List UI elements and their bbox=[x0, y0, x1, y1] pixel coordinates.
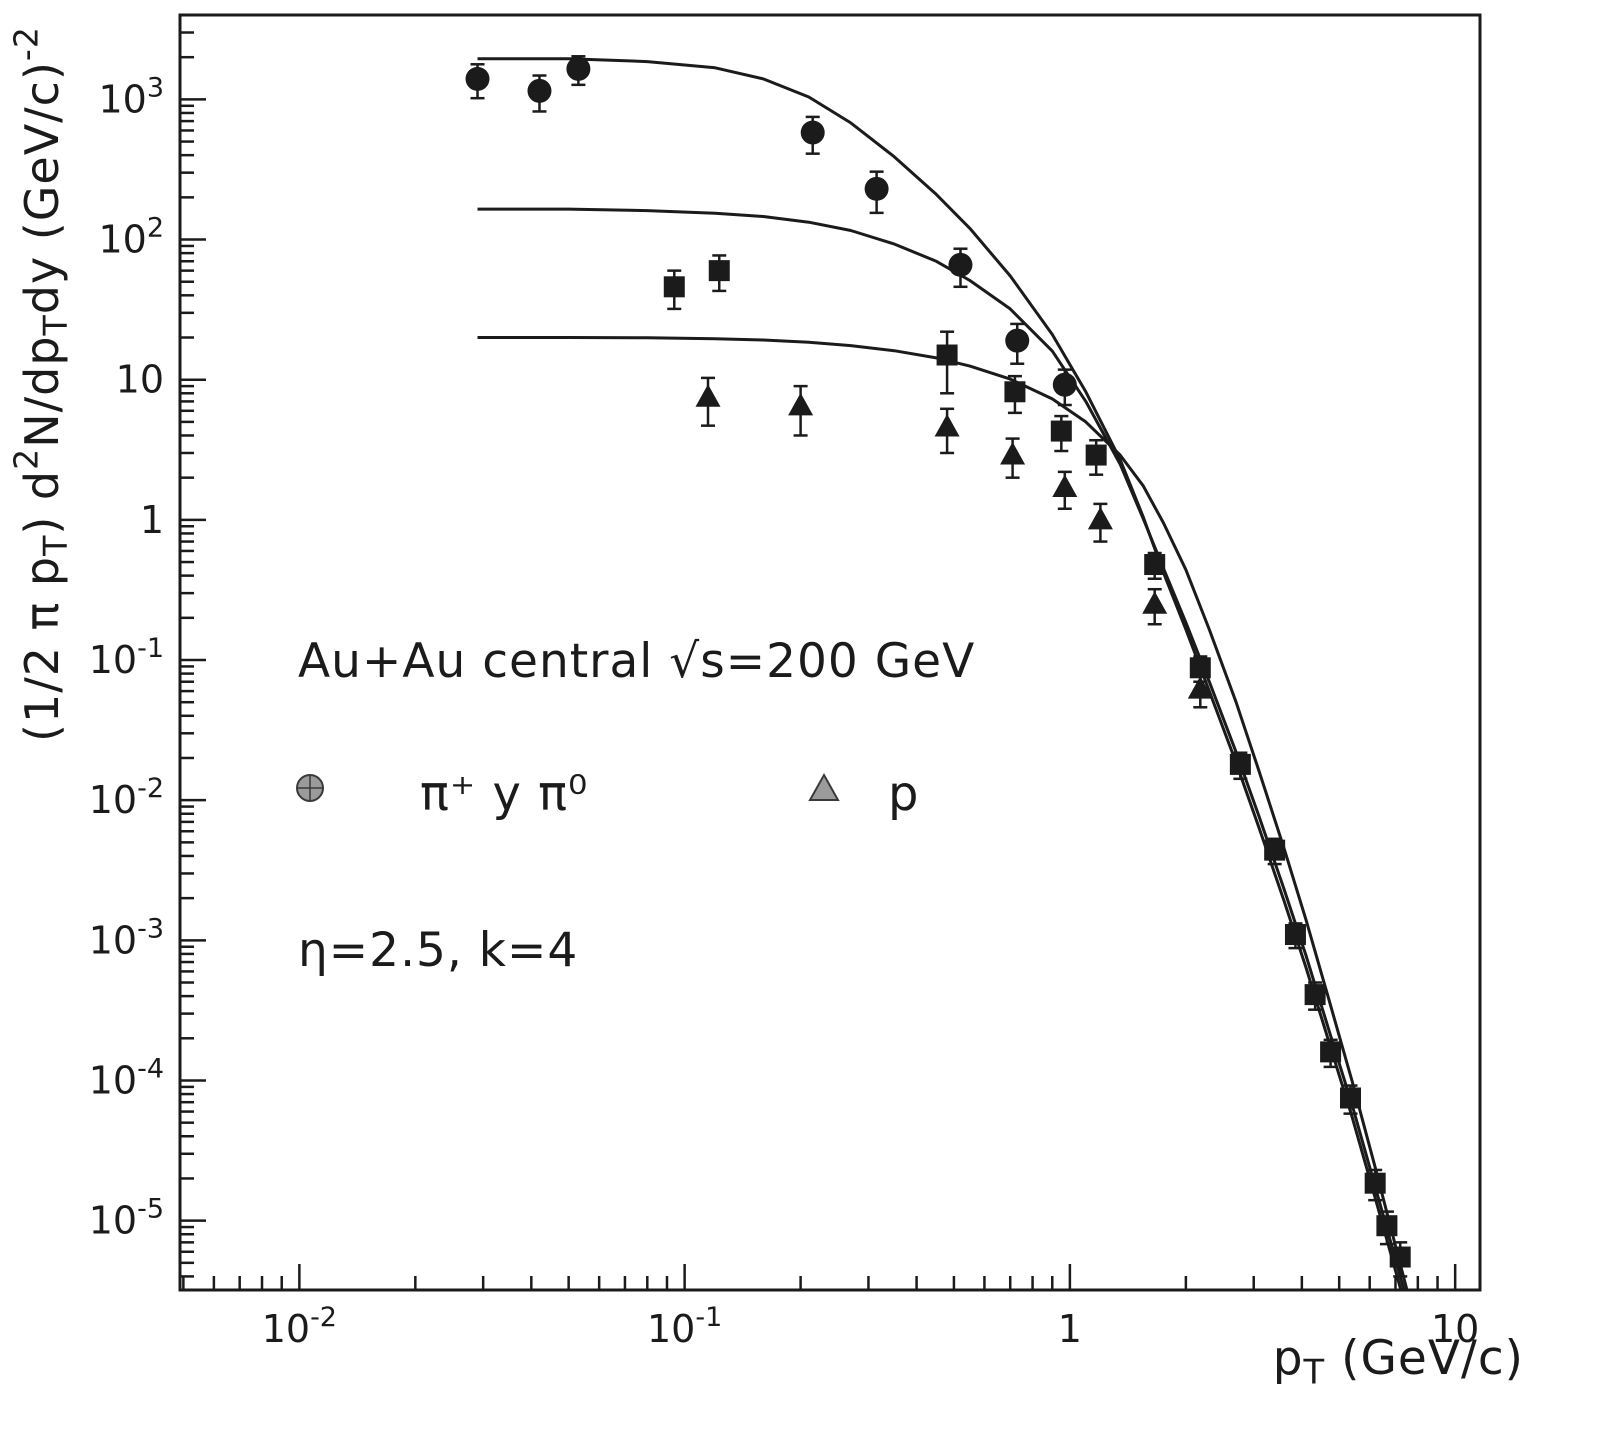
y-axis-label: (1/2 π pT) d2N/dpTdy (GeV/c)-2 bbox=[6, 26, 75, 742]
x-axis-label: pT (GeV/c) bbox=[1273, 1331, 1524, 1391]
tick-label: 10 bbox=[1431, 1307, 1479, 1351]
data-point-square bbox=[1376, 1215, 1398, 1237]
data-point-square bbox=[1340, 1087, 1362, 1109]
data-point-circle bbox=[1052, 372, 1077, 397]
legend-pion-marker-icon bbox=[292, 770, 328, 806]
plot-frame bbox=[178, 13, 1482, 1292]
tick-label: 10-4 bbox=[89, 1053, 164, 1102]
data-point-square bbox=[1189, 657, 1211, 679]
annotation-collision-system: Au+Au central √s=200 GeV bbox=[298, 634, 976, 689]
data-point-square bbox=[1284, 924, 1306, 946]
x-axis: 10-2 10-1 1 10 bbox=[182, 1264, 1479, 1351]
data-point-triangle bbox=[1052, 474, 1078, 498]
curve-bottom bbox=[477, 336, 1409, 1290]
tick-label: 10-1 bbox=[647, 1302, 722, 1351]
data-point-triangle bbox=[1142, 591, 1168, 614]
data-point-square bbox=[1085, 444, 1107, 466]
curve-middle bbox=[477, 207, 1406, 1290]
data-point-square bbox=[1004, 381, 1026, 403]
tick-label: 1 bbox=[1058, 1307, 1082, 1351]
legend-proton-label: p bbox=[888, 766, 920, 822]
tick-label: 1 bbox=[140, 498, 164, 542]
data-point-square bbox=[708, 260, 730, 282]
data-point-circle bbox=[800, 120, 825, 145]
tick-label: 102 bbox=[98, 213, 164, 262]
tick-label: 10 bbox=[116, 358, 164, 402]
legend-pion-label: π⁺ y π⁰ bbox=[420, 766, 589, 822]
tick-label: 10-5 bbox=[89, 1194, 164, 1243]
data-point-square bbox=[1389, 1246, 1411, 1268]
data-point-triangle bbox=[1000, 442, 1026, 465]
data-point-square bbox=[936, 344, 958, 366]
data-point-circle bbox=[1005, 328, 1030, 353]
data-point-circle bbox=[465, 66, 490, 91]
data-point-triangle bbox=[1187, 676, 1213, 699]
model-curves bbox=[477, 57, 1409, 1290]
data-point-square bbox=[1229, 753, 1251, 775]
tick-label: 103 bbox=[98, 72, 164, 121]
data-point-circle bbox=[948, 252, 973, 277]
data-point-triangle bbox=[1087, 506, 1113, 530]
data-point-triangle bbox=[695, 384, 721, 407]
data-point-square bbox=[663, 276, 685, 298]
data-point-square bbox=[1264, 839, 1286, 861]
series-pions bbox=[465, 55, 1077, 407]
data-point-square bbox=[1144, 554, 1166, 576]
data-point-circle bbox=[527, 78, 552, 103]
tick-label: 10-1 bbox=[89, 633, 164, 682]
tick-label: 10-3 bbox=[89, 913, 164, 962]
series-protons bbox=[695, 376, 1213, 709]
annotation-parameters: η=2.5, k=4 bbox=[298, 923, 579, 978]
tick-label: 10-2 bbox=[262, 1302, 337, 1351]
data-point-square bbox=[1050, 420, 1072, 442]
data-point-square bbox=[1304, 984, 1326, 1006]
proton-marker-triangle bbox=[808, 772, 840, 801]
tick-label: 10-2 bbox=[89, 773, 164, 822]
data-point-circle bbox=[566, 56, 591, 81]
legend-proton-marker-icon bbox=[806, 770, 842, 806]
series-squares bbox=[663, 254, 1411, 1278]
data-point-triangle bbox=[934, 413, 960, 437]
data-point-square bbox=[1320, 1041, 1342, 1063]
data-point-square bbox=[1364, 1172, 1386, 1194]
data-point-circle bbox=[864, 176, 889, 201]
data-point-triangle bbox=[788, 392, 814, 416]
